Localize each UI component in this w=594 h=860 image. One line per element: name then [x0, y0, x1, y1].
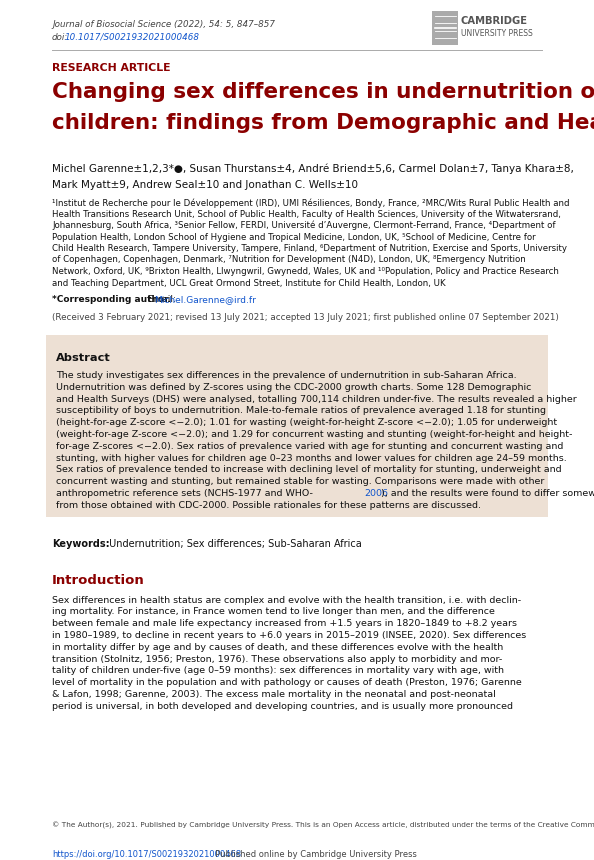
Text: Sex ratios of prevalence tended to increase with declining level of mortality fo: Sex ratios of prevalence tended to incre… — [56, 465, 561, 475]
Text: Network, Oxford, UK, ⁹Brixton Health, Llwyngwril, Gwynedd, Wales, UK and ¹⁰Popul: Network, Oxford, UK, ⁹Brixton Health, Ll… — [52, 267, 559, 276]
Text: https://doi.org/10.1017/S0021932021000468: https://doi.org/10.1017/S002193202100046… — [52, 850, 241, 859]
Text: CAMBRIDGE: CAMBRIDGE — [461, 16, 528, 27]
Text: tality of children under-five (age 0–59 months): sex differences in mortality va: tality of children under-five (age 0–59 … — [52, 666, 504, 675]
Text: Email:: Email: — [145, 295, 179, 304]
Text: Abstract: Abstract — [56, 353, 110, 363]
Text: The study investigates sex differences in the prevalence of undernutrition in su: The study investigates sex differences i… — [56, 371, 517, 380]
Text: Mark Myatt±9, Andrew Seal±10 and Jonathan C. Wells±10: Mark Myatt±9, Andrew Seal±10 and Jonatha… — [52, 180, 358, 190]
Text: anthropometric reference sets (NCHS-1977 and WHO-: anthropometric reference sets (NCHS-1977… — [56, 489, 313, 498]
Text: Introduction: Introduction — [52, 574, 145, 587]
Text: level of mortality in the population and with pathology or causes of death (Pres: level of mortality in the population and… — [52, 679, 522, 687]
Text: doi:: doi: — [52, 33, 68, 42]
Text: *Corresponding author.: *Corresponding author. — [52, 295, 170, 304]
Text: stunting, with higher values for children age 0–23 months and lower values for c: stunting, with higher values for childre… — [56, 453, 567, 463]
Text: children: findings from Demographic and Health Surveys: children: findings from Demographic and … — [52, 113, 594, 133]
Text: in 1980–1989, to decline in recent years to +6.0 years in 2015–2019 (INSEE, 2020: in 1980–1989, to decline in recent years… — [52, 631, 526, 640]
Text: Keywords:: Keywords: — [52, 538, 110, 549]
Text: ing mortality. For instance, in France women tend to live longer than men, and t: ing mortality. For instance, in France w… — [52, 607, 495, 617]
Text: and Health Surveys (DHS) were analysed, totalling 700,114 children under-five. T: and Health Surveys (DHS) were analysed, … — [56, 395, 577, 403]
Text: period is universal, in both developed and developing countries, and is usually : period is universal, in both developed a… — [52, 702, 513, 711]
Text: from those obtained with CDC-2000. Possible rationales for these patterns are di: from those obtained with CDC-2000. Possi… — [56, 501, 481, 510]
FancyBboxPatch shape — [46, 335, 548, 517]
Text: concurrent wasting and stunting, but remained stable for wasting. Comparisons we: concurrent wasting and stunting, but rem… — [56, 477, 544, 486]
Text: 10.1017/S0021932021000468: 10.1017/S0021932021000468 — [65, 33, 200, 42]
Text: Undernutrition was defined by Z-scores using the CDC-2000 growth charts. Some 12: Undernutrition was defined by Z-scores u… — [56, 383, 532, 392]
Text: (weight-for-age Z-score <−2.0); and 1.29 for concurrent wasting and stunting (we: (weight-for-age Z-score <−2.0); and 1.29… — [56, 430, 573, 439]
Text: in mortality differ by age and by causes of death, and these differences evolve : in mortality differ by age and by causes… — [52, 642, 503, 652]
Text: Child Health Research, Tampere University, Tampere, Finland, ⁶Department of Nutr: Child Health Research, Tampere Universit… — [52, 244, 567, 253]
Text: Health Transitions Research Unit, School of Public Health, Faculty of Health Sci: Health Transitions Research Unit, School… — [52, 210, 561, 218]
Text: Undernutrition; Sex differences; Sub-Saharan Africa: Undernutrition; Sex differences; Sub-Sah… — [106, 538, 362, 549]
Text: Michel Garenne±1,2,3*●, Susan Thurstans±4, André Briend±5,6, Carmel Dolan±7, Tan: Michel Garenne±1,2,3*●, Susan Thurstans±… — [52, 163, 574, 174]
FancyBboxPatch shape — [432, 11, 459, 45]
Text: between female and male life expectancy increased from +1.5 years in 1820–1849 t: between female and male life expectancy … — [52, 619, 517, 628]
Text: Changing sex differences in undernutrition of African: Changing sex differences in undernutriti… — [52, 82, 594, 102]
Text: Population Health, London School of Hygiene and Tropical Medicine, London, UK, ⁵: Population Health, London School of Hygi… — [52, 232, 536, 242]
Text: 2006: 2006 — [365, 489, 388, 498]
Text: (Received 3 February 2021; revised 13 July 2021; accepted 13 July 2021; first pu: (Received 3 February 2021; revised 13 Ju… — [52, 313, 559, 322]
Text: ¹Institut de Recherche pour le Développement (IRD), UMI Résiliences, Bondy, Fran: ¹Institut de Recherche pour le Développe… — [52, 198, 570, 207]
Text: © The Author(s), 2021. Published by Cambridge University Press. This is an Open : © The Author(s), 2021. Published by Camb… — [52, 822, 594, 829]
Text: transition (Stolnitz, 1956; Preston, 1976). These observations also apply to mor: transition (Stolnitz, 1956; Preston, 197… — [52, 654, 503, 664]
Text: Michel.Garenne@ird.fr: Michel.Garenne@ird.fr — [154, 295, 256, 304]
Text: & Lafon, 1998; Garenne, 2003). The excess male mortality in the neonatal and pos: & Lafon, 1998; Garenne, 2003). The exces… — [52, 690, 496, 699]
Text: Sex differences in health status are complex and evolve with the health transiti: Sex differences in health status are com… — [52, 596, 521, 605]
Text: for-age Z-scores <−2.0). Sex ratios of prevalence varied with age for stunting a: for-age Z-scores <−2.0). Sex ratios of p… — [56, 442, 563, 451]
Text: Published online by Cambridge University Press: Published online by Cambridge University… — [210, 850, 417, 859]
Text: UNIVERSITY PRESS: UNIVERSITY PRESS — [461, 28, 533, 38]
Text: of Copenhagen, Copenhagen, Denmark, ⁷Nutrition for Development (N4D), London, UK: of Copenhagen, Copenhagen, Denmark, ⁷Nut… — [52, 255, 526, 265]
Text: (height-for-age Z-score <−2.0); 1.01 for wasting (weight-for-height Z-score <−2.: (height-for-age Z-score <−2.0); 1.01 for… — [56, 418, 557, 427]
Text: susceptibility of boys to undernutrition. Male-to-female ratios of prevalence av: susceptibility of boys to undernutrition… — [56, 407, 546, 415]
Text: RESEARCH ARTICLE: RESEARCH ARTICLE — [52, 63, 170, 73]
Text: Johannesburg, South Africa, ³Senior Fellow, FERDI, Université d’Auvergne, Clermo: Johannesburg, South Africa, ³Senior Fell… — [52, 221, 555, 230]
Text: and Teaching Department, UCL Great Ormond Street, Institute for Child Health, Lo: and Teaching Department, UCL Great Ormon… — [52, 279, 446, 287]
Text: Journal of Biosocial Science (2022), 54: 5, 847–857: Journal of Biosocial Science (2022), 54:… — [52, 20, 275, 29]
Text: ), and the results were found to differ somewhat: ), and the results were found to differ … — [381, 489, 594, 498]
